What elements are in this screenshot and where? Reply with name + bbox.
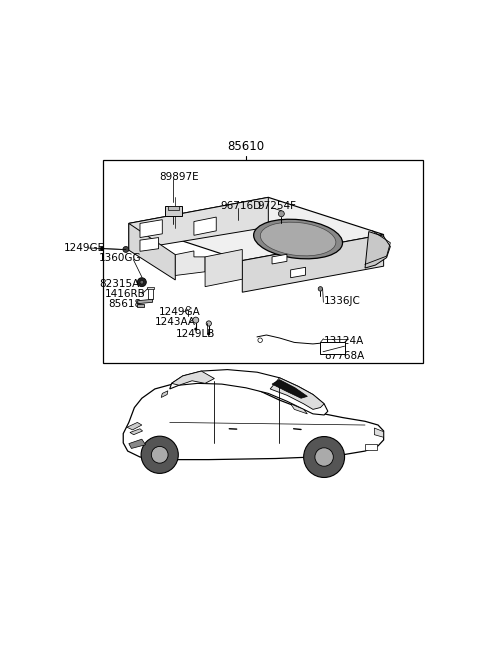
Ellipse shape <box>260 222 336 256</box>
Polygon shape <box>137 299 153 304</box>
Bar <box>168 206 179 210</box>
Circle shape <box>258 338 263 342</box>
Polygon shape <box>127 422 142 430</box>
Text: 89897E: 89897E <box>160 172 199 182</box>
Circle shape <box>315 448 333 466</box>
Text: 1249LB: 1249LB <box>175 329 215 339</box>
Polygon shape <box>129 197 384 260</box>
Text: 1416RB: 1416RB <box>105 289 145 299</box>
Text: 1243AA: 1243AA <box>155 318 196 327</box>
Bar <box>321 342 345 354</box>
Polygon shape <box>161 391 168 398</box>
Bar <box>103 160 423 363</box>
Circle shape <box>137 277 146 287</box>
Polygon shape <box>129 439 145 449</box>
Bar <box>365 443 377 450</box>
Polygon shape <box>290 404 307 414</box>
Polygon shape <box>140 237 158 251</box>
Circle shape <box>193 317 199 323</box>
Circle shape <box>140 280 144 284</box>
Polygon shape <box>172 371 215 385</box>
Polygon shape <box>374 428 384 438</box>
Circle shape <box>278 211 284 216</box>
Circle shape <box>206 321 211 326</box>
Polygon shape <box>129 224 175 280</box>
Circle shape <box>141 436 178 474</box>
Polygon shape <box>170 369 328 415</box>
Text: 1249GE: 1249GE <box>64 243 105 253</box>
Ellipse shape <box>253 219 343 259</box>
Text: 85610: 85610 <box>228 140 264 154</box>
Text: 1336JC: 1336JC <box>324 296 361 306</box>
Polygon shape <box>123 379 384 460</box>
Polygon shape <box>272 380 307 398</box>
Polygon shape <box>137 304 144 308</box>
Circle shape <box>318 287 323 291</box>
Circle shape <box>151 447 168 463</box>
Text: 87768A: 87768A <box>324 351 364 361</box>
Polygon shape <box>272 255 287 264</box>
Circle shape <box>304 436 345 478</box>
Polygon shape <box>290 267 305 277</box>
Text: 1360GG: 1360GG <box>99 253 142 263</box>
Circle shape <box>100 247 104 251</box>
Polygon shape <box>175 251 205 276</box>
Polygon shape <box>365 232 390 268</box>
Text: 13124A: 13124A <box>324 336 364 346</box>
Bar <box>165 206 181 216</box>
Circle shape <box>208 333 210 335</box>
Polygon shape <box>270 378 324 409</box>
Polygon shape <box>140 220 162 237</box>
Circle shape <box>186 306 190 310</box>
Text: 1249GA: 1249GA <box>158 306 200 317</box>
Bar <box>147 287 154 289</box>
Polygon shape <box>242 235 384 292</box>
Text: 96716D: 96716D <box>220 201 261 211</box>
Text: 82315A: 82315A <box>99 279 139 289</box>
Polygon shape <box>129 197 268 250</box>
Circle shape <box>123 247 129 253</box>
Polygon shape <box>194 217 216 236</box>
Polygon shape <box>130 429 143 435</box>
Circle shape <box>195 328 197 330</box>
Text: 97254F: 97254F <box>257 201 296 211</box>
Text: 85618: 85618 <box>108 300 142 310</box>
Polygon shape <box>205 249 242 287</box>
Bar <box>148 288 153 298</box>
